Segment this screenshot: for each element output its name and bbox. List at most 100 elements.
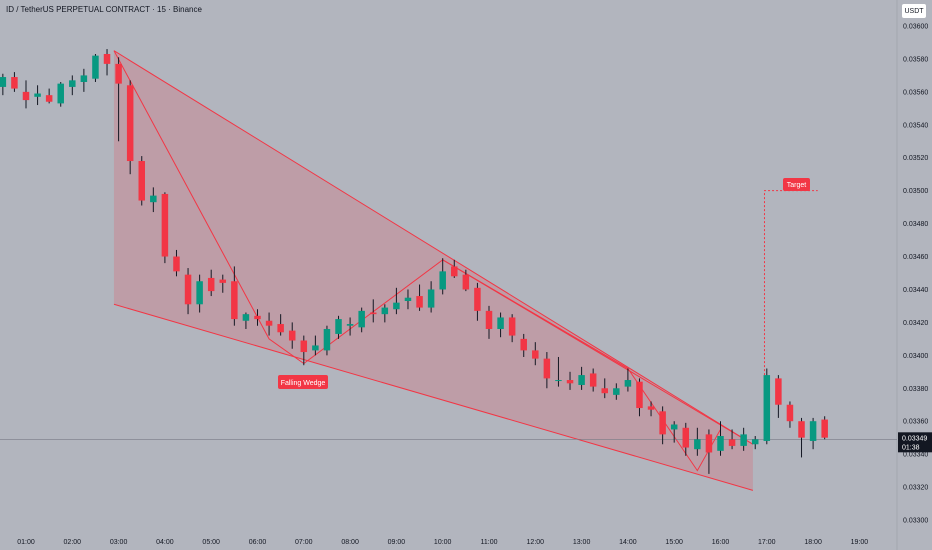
x-tick-label: 09:00: [388, 539, 406, 546]
candle-body: [485, 310, 493, 329]
candle-body: [11, 77, 18, 89]
candle-body: [370, 312, 377, 315]
y-tick-label: 0.03400: [903, 353, 928, 360]
candle-body: [798, 421, 805, 438]
candle-body: [92, 55, 99, 79]
x-tick-label: 01:00: [17, 539, 35, 546]
candle-body: [173, 256, 180, 272]
candle-body: [670, 424, 678, 430]
x-tick-label: 05:00: [202, 539, 220, 546]
candle-body: [647, 406, 655, 410]
candle-body: [601, 388, 608, 394]
candle-body: [821, 419, 828, 438]
x-tick-label: 18:00: [804, 539, 822, 546]
y-tick-label: 0.03440: [903, 287, 928, 294]
candle-body: [219, 279, 227, 283]
y-tick-label: 0.03300: [903, 518, 928, 525]
y-tick-label: 0.03460: [903, 254, 928, 261]
x-tick-label: 19:00: [851, 539, 869, 546]
y-tick-label: 0.03600: [903, 24, 928, 31]
candle-body: [242, 314, 250, 321]
pattern-label: Falling Wedge: [281, 380, 326, 387]
candle-body: [728, 439, 736, 446]
target-label: Target: [787, 182, 807, 189]
candle-body: [288, 330, 296, 341]
y-tick-label: 0.03480: [903, 221, 928, 228]
candle-body: [358, 310, 365, 328]
candle-body: [532, 350, 539, 359]
price-tag-countdown: 01:38: [902, 444, 920, 451]
candle-body: [300, 340, 308, 353]
x-tick-label: 08:00: [341, 539, 359, 546]
candle-body: [161, 193, 169, 257]
candle-body: [578, 375, 585, 385]
x-tick-label: 04:00: [156, 539, 174, 546]
candle-body: [497, 317, 504, 329]
candle-body: [416, 296, 423, 308]
y-tick-label: 0.03520: [903, 155, 928, 162]
candle-body: [659, 411, 666, 435]
x-tick-label: 10:00: [434, 539, 452, 546]
candle-body: [196, 281, 203, 305]
candle-body: [34, 93, 41, 97]
candle-body: [694, 439, 701, 450]
y-tick-label: 0.03360: [903, 419, 928, 426]
x-tick-label: 17:00: [758, 539, 776, 546]
candle-body: [57, 83, 64, 104]
candle-body: [346, 324, 354, 326]
x-tick-label: 16:00: [712, 539, 730, 546]
y-tick-label: 0.03420: [903, 320, 928, 327]
chart-title: ID / TetherUS PERPETUAL CONTRACT · 15 · …: [6, 5, 202, 14]
candle-body: [103, 53, 111, 64]
y-tick-label: 0.03380: [903, 386, 928, 393]
candle-body: [543, 358, 551, 379]
candle-body: [80, 75, 88, 82]
candle-body: [751, 439, 759, 445]
candle-body: [786, 404, 794, 422]
wedge-fill: [113, 50, 753, 491]
candle-body: [566, 380, 574, 384]
candle-body: [150, 195, 157, 203]
y-tick-label: 0.03320: [903, 485, 928, 492]
wedge-lower-line: [113, 303, 754, 491]
candle-body: [555, 380, 562, 382]
x-tick-label: 13:00: [573, 539, 591, 546]
candle-body: [775, 378, 782, 405]
candle-body: [427, 289, 435, 308]
candle-body: [254, 315, 261, 320]
candle-body: [207, 277, 215, 292]
y-tick-label: 0.03580: [903, 56, 928, 63]
price-tag-value: 0.03349: [902, 435, 927, 442]
x-tick-label: 14:00: [619, 539, 637, 546]
y-tick-label: 0.03540: [903, 122, 928, 129]
y-tick-label: 0.03340: [903, 452, 928, 459]
candle-body: [184, 274, 192, 305]
candle-body: [740, 434, 747, 446]
candle-body: [22, 91, 30, 101]
x-tick-label: 03:00: [110, 539, 128, 546]
x-tick-label: 12:00: [527, 539, 545, 546]
wedge-inner-line: [442, 259, 754, 445]
candle-body: [393, 302, 400, 310]
candle-body: [508, 317, 516, 336]
candle-body: [717, 436, 724, 451]
candle-body: [381, 307, 389, 315]
candle-body: [126, 85, 134, 162]
candle-body: [231, 281, 238, 320]
y-tick-label: 0.03560: [903, 89, 928, 96]
candle-body: [265, 320, 273, 326]
candle-body: [809, 421, 817, 441]
currency-button[interactable]: USDT: [902, 4, 926, 18]
candle-body: [474, 287, 481, 311]
x-tick-label: 11:00: [481, 539, 498, 546]
candle-body: [520, 338, 527, 351]
candle-body: [0, 77, 7, 87]
target-projection-line: [763, 190, 818, 376]
candle-body: [451, 266, 458, 277]
candle-body: [404, 297, 412, 301]
candle-body: [763, 375, 771, 441]
candle-body: [613, 388, 620, 395]
candle-body: [115, 63, 122, 84]
wedge-upper-line: [113, 50, 754, 445]
